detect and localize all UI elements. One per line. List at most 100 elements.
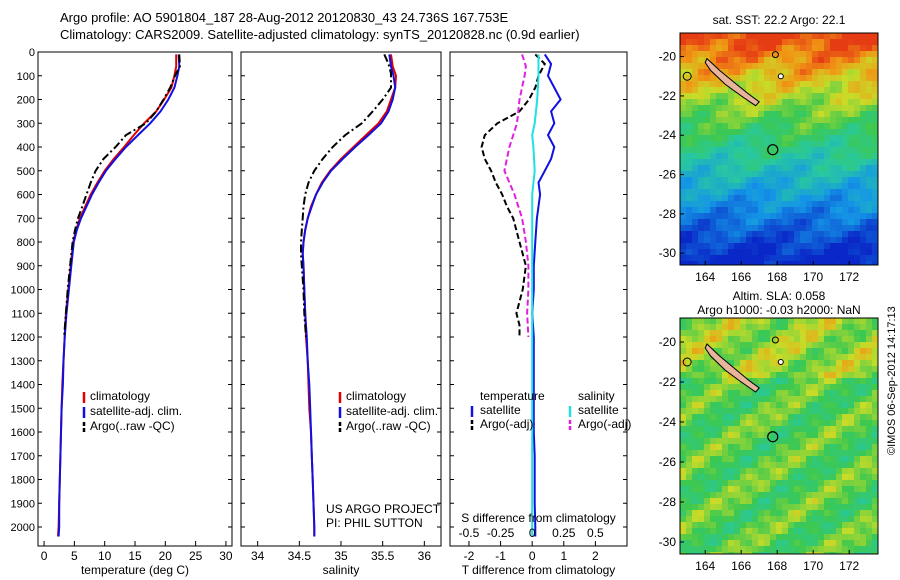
- map-cell: [734, 324, 741, 331]
- map-cell: [680, 195, 687, 202]
- map-cell: [710, 528, 717, 535]
- map-cell: [746, 324, 753, 331]
- map-cell: [752, 75, 759, 82]
- map-cell: [686, 414, 693, 421]
- map-cell: [800, 420, 807, 427]
- map-cell: [758, 93, 765, 100]
- map-cell: [830, 123, 837, 130]
- map-cell: [848, 366, 855, 373]
- map-cell: [794, 165, 801, 172]
- map-cell: [860, 201, 867, 208]
- map-cell: [782, 183, 789, 190]
- map-cell: [830, 231, 837, 238]
- map-cell: [776, 492, 783, 499]
- map-cell: [842, 111, 849, 118]
- map-cell: [734, 123, 741, 130]
- map-cell: [686, 51, 693, 58]
- y-tick-label: 400: [17, 142, 35, 154]
- map-cell: [686, 516, 693, 523]
- map-cell: [698, 171, 705, 178]
- map-cell: [710, 75, 717, 82]
- map-cell: [866, 177, 873, 184]
- map-cell: [704, 336, 711, 343]
- map-cell: [866, 366, 873, 373]
- map-cell: [734, 135, 741, 142]
- map-cell: [716, 57, 723, 64]
- map-cell: [788, 51, 795, 58]
- map-cell: [788, 402, 795, 409]
- map-cell: [848, 165, 855, 172]
- map-cell: [788, 336, 795, 343]
- map-cell: [848, 330, 855, 337]
- map-cell: [770, 261, 777, 265]
- map-cell: [764, 195, 771, 202]
- map-cell: [866, 348, 873, 355]
- map-cell: [740, 324, 747, 331]
- map-cell: [698, 408, 705, 415]
- map-cell: [848, 69, 855, 76]
- map-cell: [854, 432, 861, 439]
- map-cell: [710, 141, 717, 148]
- map-cell: [836, 243, 843, 250]
- map-cell: [836, 165, 843, 172]
- map-cell: [872, 99, 878, 106]
- map-cell: [866, 408, 873, 415]
- map-cell: [836, 468, 843, 475]
- map-cell: [758, 195, 765, 202]
- map-cell: [806, 183, 813, 190]
- map-cell: [776, 540, 783, 547]
- map-cell: [752, 336, 759, 343]
- map-cell: [806, 249, 813, 256]
- map-cell: [680, 63, 687, 70]
- map-cell: [872, 261, 878, 265]
- map-cell: [746, 390, 753, 397]
- map-cell: [806, 342, 813, 349]
- map-cell: [716, 219, 723, 226]
- map-cell: [872, 57, 878, 64]
- map-cell: [788, 177, 795, 184]
- map-cell: [872, 201, 878, 208]
- map-cell: [704, 213, 711, 220]
- map-cell: [860, 165, 867, 172]
- map-cell: [776, 39, 783, 46]
- map-cell: [704, 195, 711, 202]
- map-cell: [860, 492, 867, 499]
- map-cell: [698, 384, 705, 391]
- map-cell: [830, 420, 837, 427]
- map-cell: [734, 75, 741, 82]
- map-cell: [734, 201, 741, 208]
- map-cell: [782, 255, 789, 262]
- map-cell: [710, 474, 717, 481]
- map-cell: [746, 99, 753, 106]
- map-cell: [686, 117, 693, 124]
- map-cell: [836, 438, 843, 445]
- map-cell: [824, 348, 831, 355]
- map-cell: [848, 147, 855, 154]
- legend-label: satellite: [578, 403, 619, 417]
- map-cell: [752, 159, 759, 166]
- map-cell: [680, 390, 687, 397]
- map-cell: [770, 516, 777, 523]
- map-cell: [866, 231, 873, 238]
- map-cell: [800, 534, 807, 541]
- map-cell: [848, 243, 855, 250]
- map-cell: [830, 366, 837, 373]
- map-cell: [710, 378, 717, 385]
- map-cell: [692, 480, 699, 487]
- map-cell: [734, 213, 741, 220]
- map-cell: [722, 444, 729, 451]
- map-cell: [830, 360, 837, 367]
- map-cell: [716, 408, 723, 415]
- map-cell: [812, 135, 819, 142]
- map-cell: [758, 372, 765, 379]
- map-cell: [806, 225, 813, 232]
- map-cell: [812, 318, 819, 325]
- map-cell: [764, 474, 771, 481]
- map-cell: [728, 87, 735, 94]
- map-cell: [734, 480, 741, 487]
- map-cell: [728, 390, 735, 397]
- map-cell: [692, 378, 699, 385]
- map-cell: [812, 498, 819, 505]
- map-cell: [776, 498, 783, 505]
- map-cell: [854, 105, 861, 112]
